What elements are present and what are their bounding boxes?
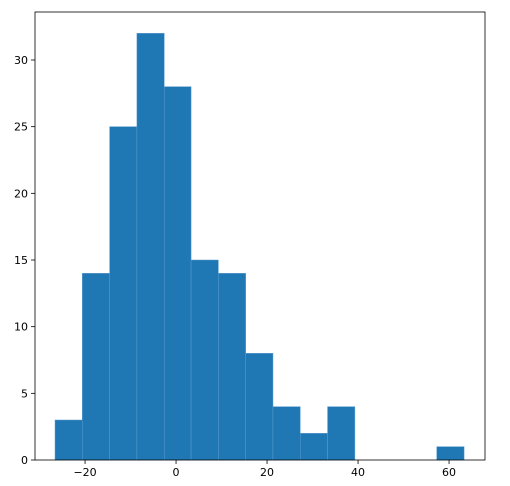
y-tick-label: 20 xyxy=(14,187,28,200)
plot-frame xyxy=(34,11,486,461)
x-tick-label: 40 xyxy=(351,466,365,479)
bar xyxy=(136,33,165,461)
bar xyxy=(163,86,192,461)
bar xyxy=(82,273,110,461)
bar xyxy=(54,419,83,461)
bar xyxy=(245,353,274,461)
bar xyxy=(436,446,465,461)
y-tick-label: 0 xyxy=(21,454,28,467)
y-tick-label: 30 xyxy=(14,54,28,67)
x-tick-label: −20 xyxy=(73,466,96,479)
y-tick-label: 25 xyxy=(14,121,28,134)
bar xyxy=(300,433,328,461)
y-tick-label: 10 xyxy=(14,321,28,334)
y-tick-label: 5 xyxy=(21,387,28,400)
bar xyxy=(327,406,356,461)
bar xyxy=(109,126,138,461)
y-tick-label: 15 xyxy=(14,254,28,267)
x-tick-label: 0 xyxy=(173,466,180,479)
bar xyxy=(218,273,246,461)
bar xyxy=(272,406,301,461)
x-tick-label: 20 xyxy=(260,466,274,479)
bar xyxy=(190,259,219,461)
x-tick-label: 60 xyxy=(442,466,456,479)
